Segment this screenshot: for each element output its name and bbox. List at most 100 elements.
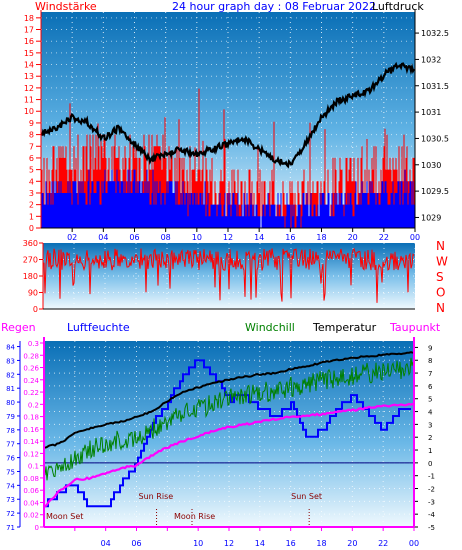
rain-tick-label: 0.16	[23, 426, 39, 434]
temp-tick-label: 1	[428, 447, 432, 455]
rain-tick-label: 0.14	[23, 438, 39, 446]
temp-tick-label: 2	[428, 434, 432, 442]
rain-tick-label: 0.18	[23, 414, 39, 422]
top-left-tick-label: 9	[29, 119, 34, 128]
top-x-tick-label: 06	[129, 233, 139, 242]
rain-tick-label: 0.3	[28, 340, 39, 348]
chart-title: 24 hour graph day : 08 Februar 2022	[172, 0, 376, 13]
temp-tick-label: 9	[428, 344, 432, 352]
temp-tick-label: -3	[428, 498, 435, 506]
top-left-tick-label: 16	[24, 37, 34, 46]
top-x-tick-label: 02	[67, 233, 77, 242]
windchill-line	[44, 357, 414, 481]
event-label: Sun Rise	[139, 492, 174, 501]
top-left-tick-label: 1	[29, 212, 34, 221]
rain-tick-label: 0.26	[23, 365, 39, 373]
rain-tick-label: 0.2	[28, 401, 39, 409]
temp-tick-label: -4	[428, 511, 436, 519]
temp-tick-label: -2	[428, 486, 435, 494]
humidity-tick-label: 83	[6, 357, 15, 365]
dewpoint-label: Taupunkt	[389, 321, 441, 334]
humidity-tick-label: 82	[6, 371, 15, 379]
temp-tick-label: 6	[428, 383, 433, 391]
temp-tick-label: 4	[428, 409, 433, 417]
rain-tick-label: 0.12	[23, 450, 39, 458]
bottom-x-tick-label: 10	[193, 539, 203, 548]
bottom-x-tick-label: 12	[224, 539, 234, 548]
top-left-tick-label: 0	[29, 224, 34, 233]
dewpoint-line	[44, 402, 414, 508]
top-right-tick-label: 1031	[421, 108, 441, 117]
top-x-tick-label: 12	[223, 233, 233, 242]
top-left-tick-label: 3	[29, 189, 34, 198]
bottom-x-tick-label: 00	[409, 539, 419, 548]
temperature-label: Temperatur	[312, 321, 377, 334]
mid-left-tick-label: 180	[23, 272, 38, 281]
top-x-tick-label: 08	[161, 233, 171, 242]
wind-direction-line	[43, 247, 415, 303]
humidity-tick-label: 74	[6, 482, 15, 490]
humidity-tick-label: 80	[6, 399, 15, 407]
top-right-tick-label: 1032.5	[421, 29, 449, 38]
humidity-label: Luftfeuchte	[67, 321, 130, 334]
rain-tick-label: 0.28	[23, 352, 39, 360]
temp-tick-label: 7	[428, 370, 432, 378]
top-x-tick-label: 14	[254, 233, 264, 242]
humidity-tick-label: 78	[6, 427, 15, 435]
temp-tick-label: 5	[428, 396, 432, 404]
top-right-tick-label: 1031.5	[421, 82, 449, 91]
windchill-label: Windchill	[245, 321, 295, 334]
top-left-tick-label: 13	[24, 72, 34, 81]
wind-gust-bars	[41, 169, 415, 228]
humidity-tick-label: 76	[6, 455, 15, 463]
mid-left-tick-label: 90	[28, 289, 38, 298]
bottom-x-tick-label: 18	[316, 539, 326, 548]
top-x-tick-label: 10	[192, 233, 202, 242]
top-x-tick-label: 00	[410, 233, 420, 242]
mid-left-tick-label: 0	[33, 305, 38, 314]
event-label: Moon Set	[46, 512, 83, 521]
top-left-tick-label: 4	[29, 177, 34, 186]
top-x-tick-label: 04	[98, 233, 108, 242]
rain-tick-label: 0.06	[23, 487, 39, 495]
bottom-x-tick-label: 14	[255, 539, 265, 548]
top-right-tick-label: 1029.5	[421, 187, 449, 196]
top-left-tick-label: 5	[29, 166, 34, 175]
top-x-tick-label: 18	[316, 233, 326, 242]
humidity-tick-label: 81	[6, 385, 15, 393]
top-x-tick-label: 20	[348, 233, 358, 242]
direction-letter: W	[436, 255, 448, 269]
temp-tick-label: 8	[428, 357, 432, 365]
direction-letter: N	[436, 239, 445, 253]
direction-letter: O	[436, 286, 445, 300]
temperature-plot-area	[44, 341, 414, 527]
humidity-tick-label: 84	[6, 344, 15, 352]
top-right-label: Luftdruck	[372, 0, 424, 13]
bottom-x-tick-label: 22	[378, 539, 388, 548]
bottom-x-tick-label: 16	[286, 539, 296, 548]
top-left-tick-label: 2	[29, 201, 34, 210]
temperature-line	[44, 351, 414, 449]
top-right-tick-label: 1030	[421, 161, 441, 170]
humidity-tick-label: 75	[6, 468, 15, 476]
top-x-tick-label: 22	[379, 233, 389, 242]
pressure-line	[40, 61, 415, 169]
bottom-x-tick-label: 04	[101, 539, 111, 548]
top-right-tick-label: 1030.5	[421, 134, 449, 143]
humidity-tick-label: 73	[6, 496, 15, 504]
top-left-tick-label: 17	[24, 26, 34, 35]
temp-tick-label: 3	[428, 421, 432, 429]
temp-tick-label: 0	[428, 460, 432, 468]
top-left-tick-label: 15	[24, 49, 34, 58]
top-left-tick-label: 11	[24, 96, 34, 105]
rain-tick-label: 0.02	[23, 512, 39, 520]
humidity-tick-label: 72	[6, 510, 15, 518]
top-right-tick-label: 1029	[421, 213, 441, 222]
rain-tick-label: 0.04	[23, 499, 39, 507]
humidity-line	[45, 359, 411, 508]
rain-tick-label: 0.08	[23, 475, 39, 483]
top-left-tick-label: 8	[29, 131, 34, 140]
bottom-x-tick-label: 20	[347, 539, 357, 548]
top-x-tick-label: 16	[285, 233, 295, 242]
